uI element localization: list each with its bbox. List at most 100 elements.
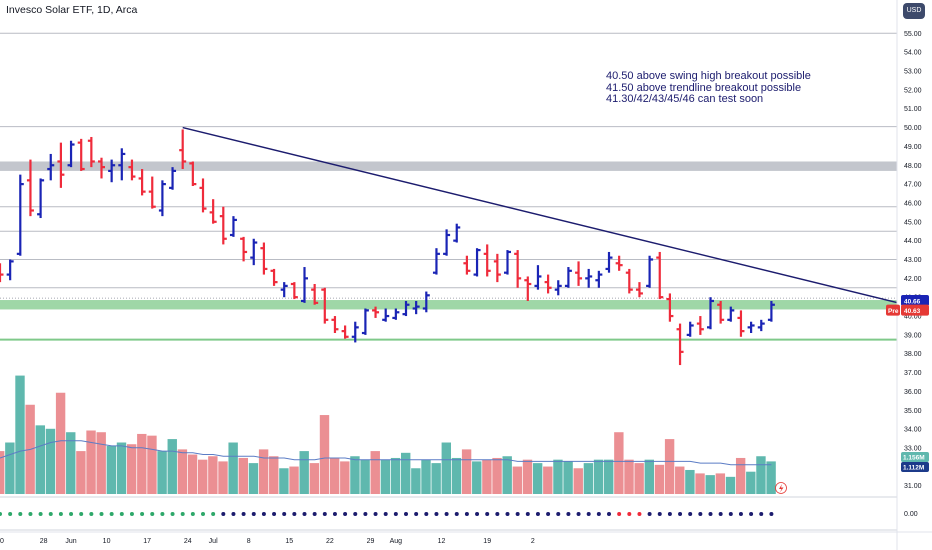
volume-bar bbox=[228, 442, 238, 494]
ohlc-bar bbox=[98, 157, 105, 179]
volume-bar bbox=[502, 456, 512, 494]
volume-bar bbox=[198, 459, 208, 494]
indicator-dot bbox=[211, 512, 216, 516]
price-tick-label: 40.00 bbox=[904, 314, 922, 321]
symbol-title[interactable]: Invesco Solar ETF, 1D, Arca bbox=[6, 4, 138, 16]
volume-bar bbox=[96, 432, 106, 494]
indicator-dot bbox=[546, 512, 551, 516]
ohlc-bar bbox=[757, 319, 765, 332]
time-tick-label: 17 bbox=[143, 538, 151, 545]
time-tick-label: Jul bbox=[209, 538, 218, 545]
indicator-dot bbox=[312, 512, 317, 516]
indicator-dot bbox=[769, 512, 774, 516]
ohlc-bar bbox=[453, 223, 461, 243]
indicator-dot bbox=[140, 512, 145, 516]
ohlc-bar bbox=[270, 268, 278, 286]
indicator-dot bbox=[596, 512, 601, 516]
volume-bar bbox=[532, 463, 543, 494]
ohlc-bar bbox=[656, 251, 664, 300]
annotation-text[interactable]: 40.50 above swing high breakout possible… bbox=[606, 70, 811, 106]
ohlc-bar bbox=[240, 236, 248, 262]
horizontal-lines bbox=[0, 32, 897, 299]
currency-button[interactable]: USD bbox=[903, 3, 925, 19]
time-tick-label: 2 bbox=[531, 538, 535, 545]
ohlc-bar bbox=[47, 153, 55, 181]
volume-bar bbox=[563, 461, 573, 494]
time-tick-label: 28 bbox=[40, 538, 48, 545]
volume-bar bbox=[766, 461, 776, 494]
volume-bar bbox=[431, 463, 441, 494]
volume-bar bbox=[45, 428, 56, 494]
indicator-dot bbox=[515, 512, 520, 516]
ohlc-bar bbox=[118, 148, 126, 181]
ohlc-bar bbox=[87, 136, 95, 168]
price-tick-label: 34.00 bbox=[904, 427, 922, 434]
volume-bar bbox=[451, 457, 462, 494]
indicator-dot bbox=[556, 512, 561, 516]
indicator-dot bbox=[434, 512, 439, 516]
price-tick-label: 39.00 bbox=[904, 332, 922, 339]
ohlc-bar bbox=[57, 142, 65, 188]
ohlc-bar bbox=[382, 308, 390, 322]
price-tick-label: 50.00 bbox=[904, 125, 922, 132]
volume-bar bbox=[461, 449, 472, 494]
indicator-dot bbox=[150, 512, 155, 516]
support-zone bbox=[0, 300, 897, 310]
volume-bar bbox=[664, 439, 675, 494]
ohlc-bar bbox=[463, 255, 471, 275]
indicator-dot bbox=[525, 512, 530, 516]
volume-bar bbox=[248, 463, 259, 494]
trendline[interactable] bbox=[182, 126, 898, 304]
volume-bar bbox=[279, 468, 289, 494]
ohlc-bar bbox=[290, 282, 298, 300]
time-tick-label: 20 bbox=[0, 538, 4, 545]
ohlc-bar bbox=[321, 287, 329, 324]
volume-ma-tag-label: 1.112M bbox=[903, 465, 924, 472]
indicator-dot bbox=[698, 512, 703, 516]
price-tick-label: 43.00 bbox=[904, 257, 922, 264]
ohlc-bar bbox=[504, 250, 511, 275]
trendline-line bbox=[182, 126, 898, 304]
ohlc-bar bbox=[280, 282, 288, 298]
volume-bar bbox=[735, 457, 746, 494]
volume-bar bbox=[756, 456, 766, 494]
indicator-dot bbox=[566, 512, 571, 516]
volume-bar bbox=[329, 457, 340, 494]
time-axis[interactable]: 20 28 Jun 10 17 24 Jul 8 15 22 29 Aug 12 19 2 bbox=[0, 531, 932, 545]
ohlc-bar bbox=[554, 280, 562, 296]
indicator-dot bbox=[495, 512, 500, 516]
ohlc-bar bbox=[67, 140, 75, 168]
volume-bar bbox=[543, 466, 553, 494]
ohlc-bar bbox=[341, 325, 349, 339]
indicator-dot bbox=[759, 512, 764, 516]
indicator-dot bbox=[728, 512, 733, 516]
time-tick-label: 24 bbox=[184, 538, 192, 545]
pre-price-label: 40.63 bbox=[904, 308, 921, 315]
ohlc-bar bbox=[372, 306, 380, 318]
ohlc-bar bbox=[625, 268, 633, 294]
price-tick-label: 31.00 bbox=[904, 483, 922, 490]
volume-bar bbox=[573, 468, 583, 494]
ohlc-bar bbox=[727, 306, 735, 322]
indicator-dot bbox=[617, 512, 622, 516]
price-bars[interactable] bbox=[0, 129, 775, 366]
ohlc-bar bbox=[585, 268, 593, 288]
indicator-dot bbox=[332, 512, 337, 516]
indicator-dot bbox=[607, 512, 611, 516]
ohlc-bar bbox=[26, 159, 34, 217]
price-tick-label: 49.00 bbox=[904, 144, 922, 151]
chart-background bbox=[0, 161, 897, 341]
price-tick-label: 42.00 bbox=[904, 276, 922, 283]
indicator-dot bbox=[58, 512, 63, 516]
price-tick-label: 33.00 bbox=[904, 445, 922, 452]
volume-bar bbox=[634, 463, 644, 494]
price-tick-label: 35.00 bbox=[904, 408, 922, 415]
volume-bar bbox=[126, 444, 137, 494]
ohlc-bar bbox=[229, 216, 237, 237]
indicator-dot bbox=[180, 512, 185, 516]
indicator-dot bbox=[475, 512, 480, 516]
ohlc-bar bbox=[646, 255, 654, 288]
indicator-dot bbox=[129, 512, 134, 516]
indicator-dot bbox=[8, 512, 13, 516]
